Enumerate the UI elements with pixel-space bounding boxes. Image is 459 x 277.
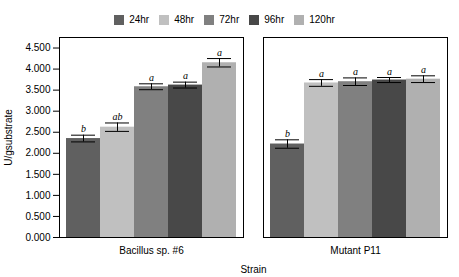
svg-text:4.000: 4.000 [25,63,50,74]
svg-text:Bacillus sp. #6: Bacillus sp. #6 [119,245,184,256]
svg-text:3.500: 3.500 [25,84,50,95]
svg-text:b: b [285,128,290,139]
html-text:48hr: 48hr [174,14,195,25]
svg-text:0.500: 0.500 [25,211,50,222]
svg-text:b: b [81,123,86,134]
html-text:24hr: 24hr [129,14,150,25]
svg-text:Mutant P11: Mutant P11 [330,245,381,256]
svg-text:1.500: 1.500 [25,169,50,180]
svg-text:a: a [217,47,222,58]
svg-text:a: a [149,72,154,83]
svg-text:2.500: 2.500 [25,126,50,137]
html-text:120hr: 120hr [309,14,335,25]
svg-text:a: a [183,70,188,81]
svg-text:4.500: 4.500 [25,42,50,53]
svg-text:a: a [387,66,392,77]
svg-text:a: a [353,66,358,77]
svg-text:a: a [319,68,324,79]
html-text:72hr: 72hr [219,14,240,25]
svg-text:U/gsubstrate: U/gsubstrate [3,109,14,166]
svg-text:1.000: 1.000 [25,190,50,201]
svg-text:2.000: 2.000 [25,147,50,158]
svg-text:ab: ab [113,111,123,122]
svg-text:a: a [421,64,426,75]
svg-text:3.000: 3.000 [25,105,50,116]
svg-text:Strain: Strain [240,264,266,275]
html-text:96hr: 96hr [264,14,285,25]
svg-text:0.000: 0.000 [25,232,50,243]
